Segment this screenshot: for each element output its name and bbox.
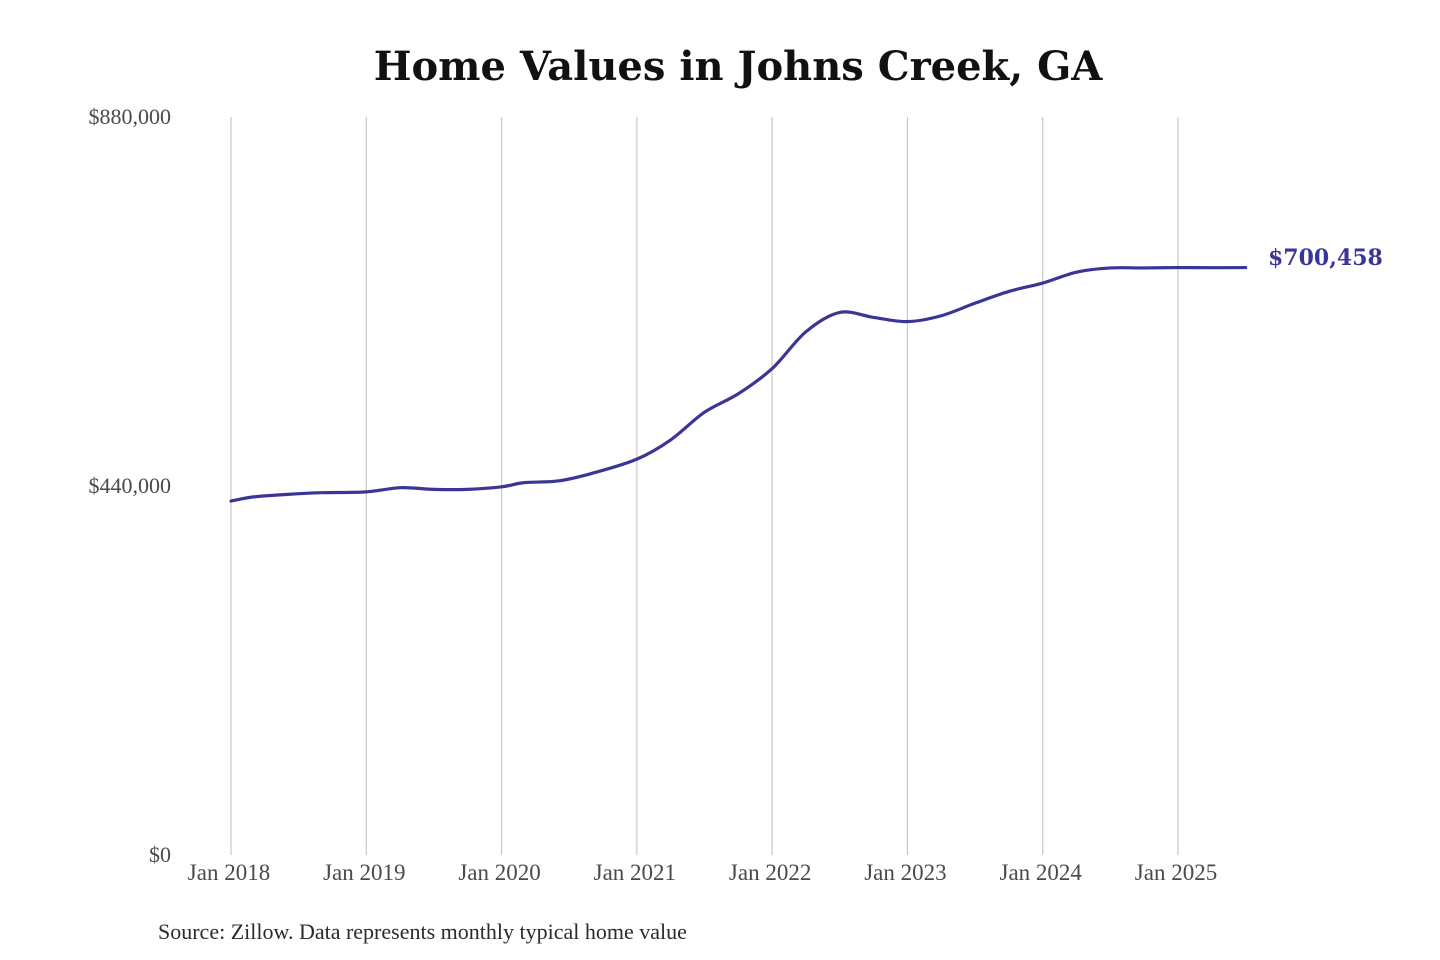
x-tick-label: Jan 2019: [323, 860, 405, 885]
source-note: Source: Zillow. Data represents monthly …: [158, 919, 687, 944]
x-tick-label: Jan 2024: [1000, 860, 1083, 885]
y-tick-label: $0: [149, 842, 171, 867]
x-tick-label: Jan 2023: [864, 860, 946, 885]
x-tick-label: Jan 2018: [188, 860, 270, 885]
x-axis-ticks: Jan 2018 Jan 2019 Jan 2020 Jan 2021 Jan 2022…: [188, 860, 1217, 885]
chart-title: Home Values in Johns Creek, GA: [374, 43, 1104, 90]
grid-lines: [230, 117, 1179, 855]
x-tick-label: Jan 2022: [729, 860, 811, 885]
x-tick-label: Jan 2021: [594, 860, 676, 885]
y-tick-label: $880,000: [89, 104, 172, 129]
end-value-label: $700,458: [1268, 245, 1383, 271]
y-axis-ticks: $0 $440,000 $880,000: [89, 104, 172, 867]
series-line: [229, 265, 1248, 503]
y-tick-label: $440,000: [89, 473, 172, 498]
x-tick-label: Jan 2020: [458, 860, 540, 885]
series-layer: [229, 265, 1248, 503]
x-tick-label: Jan 2025: [1135, 860, 1217, 885]
